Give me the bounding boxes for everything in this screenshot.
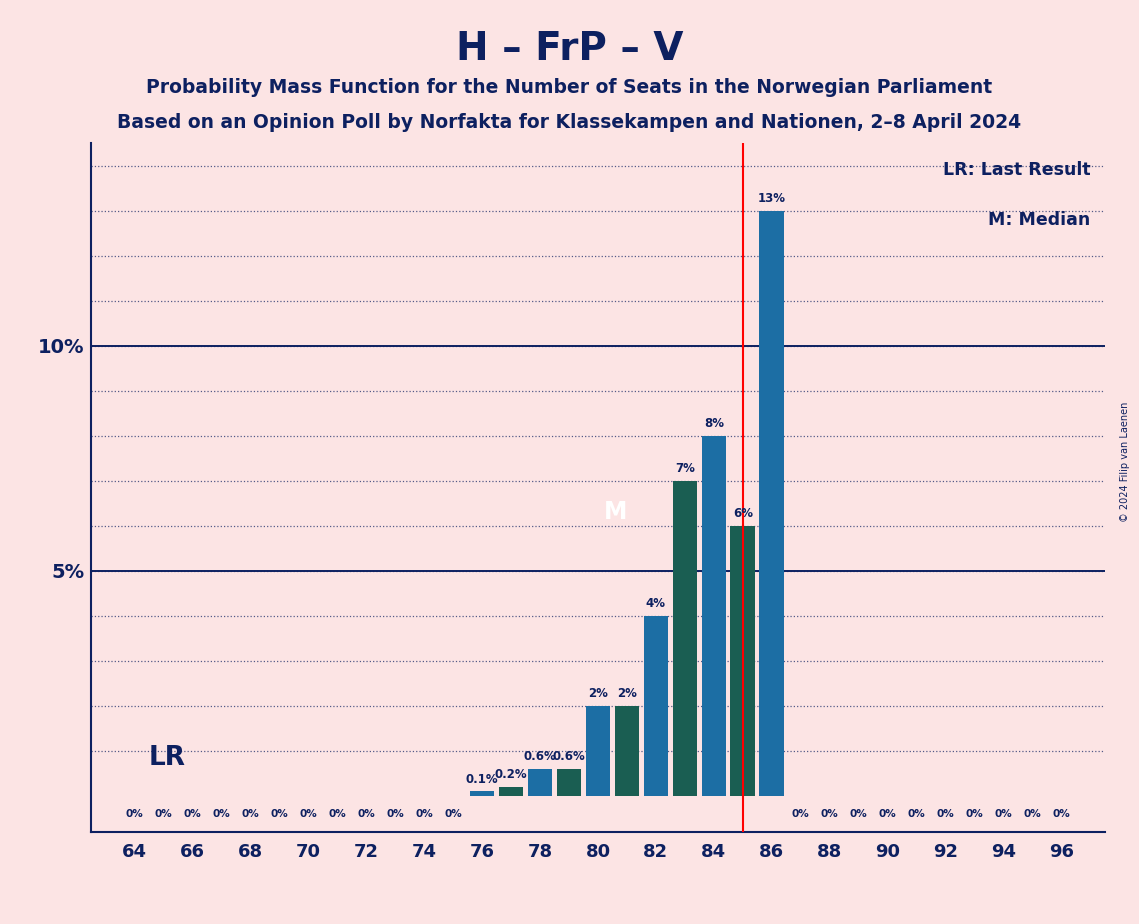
- Text: 0%: 0%: [183, 809, 202, 819]
- Text: 0%: 0%: [270, 809, 288, 819]
- Text: Based on an Opinion Poll by Norfakta for Klassekampen and Nationen, 2–8 April 20: Based on an Opinion Poll by Norfakta for…: [117, 113, 1022, 132]
- Text: 0%: 0%: [444, 809, 462, 819]
- Bar: [557, 769, 581, 796]
- Text: M: M: [604, 500, 628, 524]
- Text: 0%: 0%: [821, 809, 838, 819]
- Bar: [760, 211, 784, 796]
- Text: 0%: 0%: [850, 809, 868, 819]
- Text: 2%: 2%: [588, 687, 608, 700]
- Bar: [644, 615, 669, 796]
- Text: 0%: 0%: [416, 809, 433, 819]
- Text: LR: Last Result: LR: Last Result: [943, 161, 1090, 179]
- Text: LR: LR: [149, 745, 186, 771]
- Bar: [585, 706, 611, 796]
- Text: 7%: 7%: [675, 462, 695, 475]
- Text: 0%: 0%: [966, 809, 983, 819]
- Text: 0%: 0%: [155, 809, 172, 819]
- Text: 0%: 0%: [358, 809, 375, 819]
- Text: 0.6%: 0.6%: [552, 750, 585, 763]
- Bar: [469, 791, 494, 796]
- Text: 13%: 13%: [757, 192, 786, 205]
- Text: 8%: 8%: [704, 418, 723, 431]
- Text: Probability Mass Function for the Number of Seats in the Norwegian Parliament: Probability Mass Function for the Number…: [147, 78, 992, 97]
- Text: 2%: 2%: [617, 687, 637, 700]
- Text: 6%: 6%: [732, 507, 753, 520]
- Bar: [672, 480, 697, 796]
- Text: 0%: 0%: [936, 809, 954, 819]
- Text: 0%: 0%: [241, 809, 260, 819]
- Text: 0%: 0%: [125, 809, 144, 819]
- Text: 4%: 4%: [646, 597, 666, 610]
- Bar: [527, 769, 552, 796]
- Text: 0%: 0%: [994, 809, 1013, 819]
- Text: 0%: 0%: [1052, 809, 1071, 819]
- Text: 0%: 0%: [878, 809, 896, 819]
- Text: © 2024 Filip van Laenen: © 2024 Filip van Laenen: [1121, 402, 1130, 522]
- Bar: [702, 436, 727, 796]
- Bar: [615, 706, 639, 796]
- Bar: [499, 786, 524, 796]
- Text: 0.1%: 0.1%: [466, 772, 499, 785]
- Text: 0%: 0%: [1024, 809, 1041, 819]
- Text: 0.6%: 0.6%: [524, 750, 557, 763]
- Text: 0%: 0%: [300, 809, 318, 819]
- Text: M: Median: M: Median: [989, 211, 1090, 229]
- Bar: [730, 526, 755, 796]
- Text: 0%: 0%: [213, 809, 230, 819]
- Text: 0%: 0%: [328, 809, 346, 819]
- Text: 0%: 0%: [908, 809, 926, 819]
- Text: H – FrP – V: H – FrP – V: [456, 30, 683, 67]
- Text: 0.2%: 0.2%: [494, 768, 527, 781]
- Text: 0%: 0%: [792, 809, 810, 819]
- Text: 0%: 0%: [386, 809, 404, 819]
